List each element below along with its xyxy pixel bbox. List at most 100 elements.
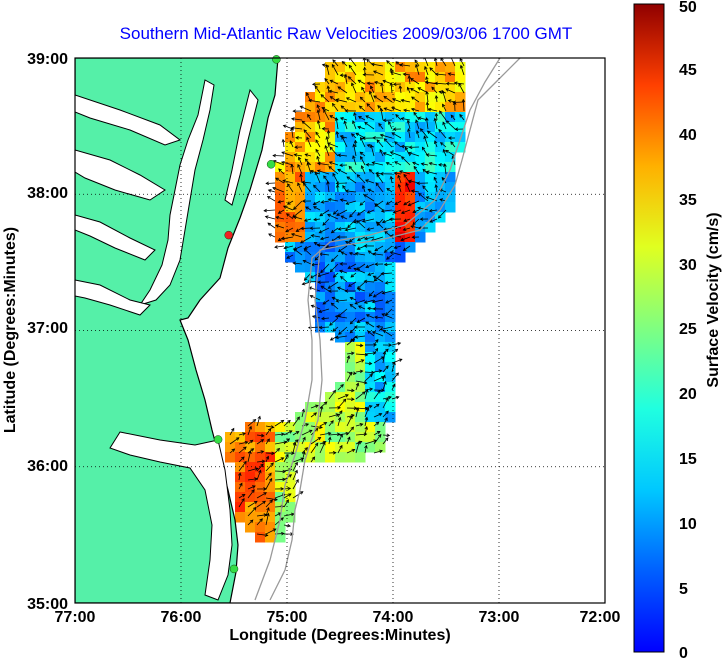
velocity-arrowhead <box>442 148 447 153</box>
velocity-arrow <box>310 425 323 428</box>
velocity-cell <box>365 412 376 423</box>
velocity-cell <box>335 212 346 223</box>
velocity-arrowhead <box>447 99 452 103</box>
velocity-arrowhead <box>316 169 321 173</box>
velocity-arrow <box>390 82 393 94</box>
velocity-arrowhead <box>369 373 373 378</box>
velocity-arrow <box>291 127 303 130</box>
velocity-arrowhead <box>375 421 380 426</box>
velocity-arrowhead <box>380 82 384 87</box>
velocity-arrowhead <box>365 407 370 412</box>
velocity-arrow <box>281 161 294 166</box>
velocity-arrowhead <box>339 73 344 77</box>
velocity-arrow <box>229 448 235 454</box>
velocity-arrowhead <box>241 497 245 502</box>
velocity-cell <box>445 202 456 213</box>
velocity-cell <box>455 122 466 133</box>
velocity-cell <box>345 82 356 93</box>
velocity-arrow <box>373 348 378 355</box>
velocity-arrowhead <box>377 389 381 394</box>
colorbar-tick-label: 35 <box>679 192 697 209</box>
velocity-arrowhead <box>277 200 282 204</box>
velocity-arrowhead <box>321 63 326 67</box>
velocity-cell <box>445 182 456 193</box>
velocity-arrowhead <box>356 220 360 224</box>
velocity-arrowhead <box>364 416 369 421</box>
velocity-arrow <box>342 61 348 67</box>
velocity-arrow <box>365 115 375 121</box>
velocity-cell <box>325 132 336 143</box>
velocity-arrowhead <box>386 187 391 192</box>
velocity-arrow <box>450 114 456 121</box>
velocity-arrow <box>331 236 339 242</box>
velocity-arrowhead <box>331 296 336 301</box>
velocity-cell <box>395 162 406 173</box>
velocity-arrowhead <box>361 136 366 141</box>
velocity-cell <box>375 302 386 313</box>
velocity-arrowhead <box>414 63 419 68</box>
colorbar-tick-label: 25 <box>679 321 697 338</box>
velocity-arrowhead <box>345 201 350 205</box>
velocity-cell <box>395 152 406 163</box>
velocity-arrowhead <box>271 451 275 456</box>
velocity-arrowhead <box>242 432 246 436</box>
velocity-arrowhead <box>335 413 340 417</box>
velocity-arrow <box>275 224 285 229</box>
velocity-arrowhead <box>392 98 396 102</box>
velocity-cell <box>335 432 346 443</box>
velocity-arrow <box>403 73 411 76</box>
velocity-cell <box>335 422 346 433</box>
velocity-arrow <box>349 304 357 310</box>
velocity-arrowhead <box>389 251 394 255</box>
velocity-arrow <box>319 442 326 454</box>
velocity-arrowhead <box>309 294 314 299</box>
velocity-arrowhead <box>319 236 324 241</box>
velocity-arrowhead <box>374 203 378 207</box>
velocity-arrow <box>433 177 438 184</box>
velocity-arrowhead <box>339 410 343 414</box>
velocity-arrowhead <box>272 153 276 158</box>
velocity-cell <box>335 202 346 213</box>
velocity-arrowhead <box>381 291 386 295</box>
velocity-cell <box>355 412 366 423</box>
velocity-arrow <box>421 163 429 166</box>
velocity-arrow <box>285 227 294 233</box>
velocity-arrow <box>346 97 357 103</box>
velocity-arrowhead <box>359 423 364 427</box>
velocity-cell <box>255 512 266 523</box>
hf-radar-station <box>266 160 276 169</box>
velocity-arrow <box>328 390 336 400</box>
velocity-arrowhead <box>397 183 402 188</box>
velocity-arrowhead <box>330 258 335 263</box>
velocity-cell <box>275 202 286 213</box>
velocity-cell <box>355 142 366 153</box>
velocity-cell <box>275 522 286 533</box>
station-markers <box>213 55 281 574</box>
velocity-arrowhead <box>413 111 417 116</box>
velocity-arrowhead <box>445 88 450 92</box>
velocity-cell <box>275 482 286 493</box>
velocity-arrow <box>383 96 393 103</box>
velocity-arrowhead <box>391 106 395 111</box>
velocity-cell <box>425 182 436 193</box>
velocity-cell <box>375 152 386 163</box>
velocity-arrow <box>427 130 438 139</box>
velocity-cell <box>435 132 446 143</box>
velocity-arrow <box>335 117 339 130</box>
velocity-arrow <box>423 136 429 148</box>
velocity-arrowhead <box>445 120 450 124</box>
velocity-arrow <box>354 299 366 305</box>
velocity-arrow <box>352 155 357 166</box>
velocity-arrowhead <box>394 348 399 353</box>
velocity-arrow <box>435 82 447 85</box>
velocity-arrow <box>335 335 348 339</box>
velocity-arrow <box>284 245 294 249</box>
velocity-arrowhead <box>450 114 455 119</box>
velocity-arrow <box>278 168 285 175</box>
velocity-arrowhead <box>434 95 439 99</box>
velocity-arrow <box>337 384 344 391</box>
velocity-arrow <box>411 108 420 112</box>
velocity-arrowhead <box>428 208 433 213</box>
velocity-arrow <box>293 248 303 256</box>
velocity-cell <box>305 252 316 263</box>
